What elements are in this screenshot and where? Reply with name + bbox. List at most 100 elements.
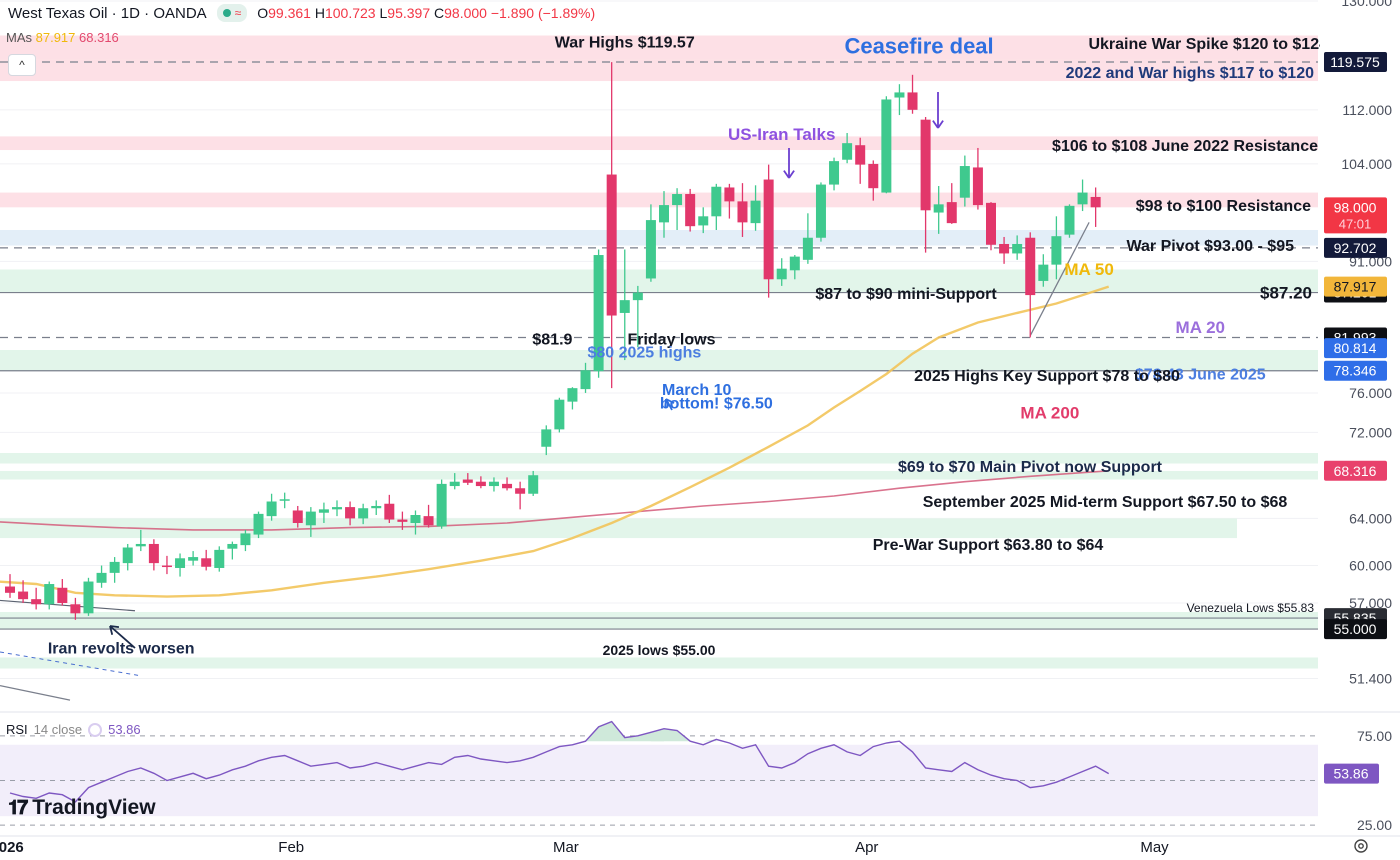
candle-body (672, 194, 683, 206)
candle-body (96, 572, 107, 583)
arrow-icon (665, 398, 673, 411)
candle-body (528, 475, 539, 494)
zone-label: War Pivot $93.00 - $95 (1127, 238, 1295, 255)
candle-body (475, 481, 486, 487)
candle (449, 473, 460, 490)
candle-body (240, 533, 251, 546)
candle (593, 249, 604, 378)
rsi-tick-label: 75.00 (1357, 728, 1392, 744)
low-value: 95.397 (387, 5, 431, 21)
symbol-title[interactable]: West Texas Oil · 1D · OANDA (8, 4, 207, 22)
y-tick-label: 130.000 (1341, 0, 1392, 9)
chart-annotation: MA 20 (1176, 318, 1225, 337)
candle-body (292, 510, 303, 523)
candle (175, 553, 186, 577)
trend-line (1029, 222, 1090, 336)
candle-body (1051, 236, 1062, 265)
zone-label: $87 to $90 mini-Support (815, 286, 997, 303)
candle (70, 597, 81, 620)
ohlc-readout: O99.361 H100.723 L95.397 C98.000 −1.890 … (257, 5, 595, 21)
candle-body (18, 591, 29, 600)
candle-body (933, 204, 944, 213)
collapse-legend-button[interactable]: ^ (8, 54, 36, 76)
candle (750, 185, 761, 231)
tradingview-logo[interactable]: 𝟏𝟕 TradingView (8, 796, 156, 820)
candle (632, 285, 643, 348)
candle (672, 188, 683, 231)
candle (31, 587, 42, 610)
candle (5, 574, 15, 598)
wave-icon: ≈ (234, 6, 242, 20)
close-value: 98.000 (444, 5, 487, 21)
candle-body (423, 516, 434, 526)
zone-band (0, 518, 1237, 539)
zone-band (0, 230, 1318, 246)
candle (462, 473, 473, 485)
rsi-legend[interactable]: RSI 14 close 53.86 (6, 722, 141, 737)
trend-line (0, 685, 71, 701)
candle-body (201, 558, 212, 567)
line-label: $87.20 (1260, 284, 1312, 303)
candle-body (802, 237, 813, 260)
candle-body (593, 255, 604, 372)
market-status-pill[interactable]: ≈ (216, 4, 248, 22)
arrow-icon (664, 398, 667, 409)
candle (305, 507, 316, 537)
refresh-icon[interactable] (88, 722, 103, 737)
candle-body (31, 599, 42, 605)
candle (515, 481, 526, 510)
candle-body (358, 508, 369, 519)
candle-body (44, 584, 55, 605)
price-tag-label: 98.000 (1334, 199, 1377, 215)
price-tag-label: 68.316 (1334, 463, 1377, 479)
candle (161, 555, 172, 575)
candle-body (541, 429, 552, 447)
candle (737, 183, 748, 237)
zone-label: Pre-War Support $63.80 to $64 (873, 537, 1104, 554)
open-value: 99.361 (268, 5, 311, 21)
candle (384, 494, 395, 523)
rsi-value: 53.86 (108, 722, 141, 737)
y-tick-label: 72.000 (1349, 424, 1392, 440)
candle (999, 236, 1010, 264)
price-tag-label: 55.000 (1334, 621, 1377, 637)
chart-header: West Texas Oil · 1D · OANDA ≈ O99.361 H1… (8, 4, 595, 22)
zone-band (0, 612, 1318, 630)
candle-body (1025, 237, 1036, 296)
candle (645, 204, 656, 282)
candle (188, 551, 199, 566)
rsi-value-tag-label: 53.86 (1333, 766, 1368, 782)
settings-gear-icon[interactable] (1353, 838, 1369, 854)
x-tick-label: Feb (278, 839, 304, 856)
price-tag-label: 80.814 (1334, 340, 1377, 356)
candle-body (135, 543, 146, 547)
line-label: Venezuela Lows $55.83 (1187, 601, 1315, 615)
candle-body (515, 488, 526, 494)
candle (96, 565, 107, 588)
candle (789, 255, 800, 280)
arrow-icon (788, 170, 795, 179)
candle-body (868, 163, 879, 189)
candle (580, 362, 591, 393)
candle (135, 529, 146, 552)
candle-body (384, 503, 395, 520)
price-tag (1324, 338, 1387, 359)
candle-body (188, 557, 199, 561)
zone-label: $69 to $70 Main Pivot now Support (898, 459, 1163, 476)
candle-body (5, 586, 15, 593)
candle-body (83, 581, 94, 614)
candle-body (920, 119, 931, 211)
y-tick-label: 60.000 (1349, 558, 1392, 574)
chart-annotation: War Highs $119.57 (555, 34, 695, 51)
ma50-value: 87.917 (35, 30, 76, 45)
price-tag-label: 92.702 (1334, 240, 1377, 256)
ma-legend[interactable]: MAs 87.917 68.316 (6, 30, 119, 45)
candle (253, 511, 264, 539)
candle-body (227, 543, 238, 549)
candle (933, 186, 944, 234)
arrow-icon (665, 398, 675, 404)
candle (907, 74, 918, 114)
close-label: C (434, 5, 445, 21)
zone-band (0, 136, 1318, 151)
rsi-tick-label: 25.00 (1357, 817, 1392, 833)
